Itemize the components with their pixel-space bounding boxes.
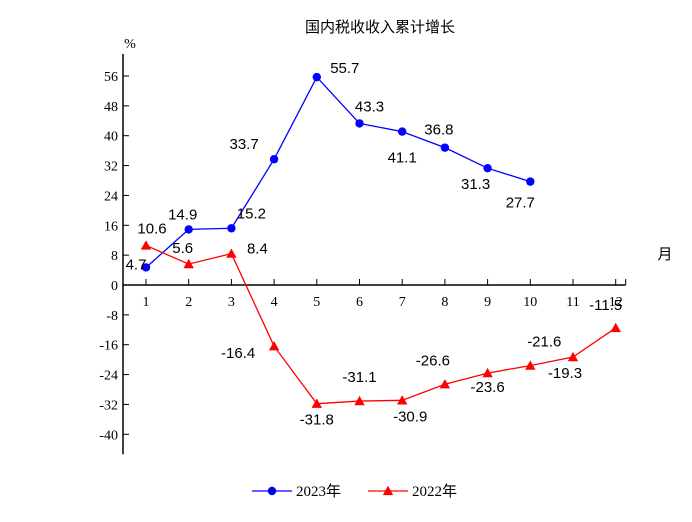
- data-point: [227, 224, 236, 233]
- data-point: [355, 119, 364, 128]
- y-tick-label: 8: [111, 249, 118, 264]
- data-point: [610, 322, 621, 333]
- x-tick-label: 8: [441, 295, 448, 310]
- data-label: -26.6: [416, 352, 450, 369]
- data-point: [397, 395, 408, 405]
- x-tick-label: 11: [566, 295, 579, 310]
- y-tick-label: -24: [99, 369, 118, 384]
- x-tick-label: 9: [484, 295, 491, 310]
- legend: 2023年 2022年: [252, 483, 457, 500]
- series-layer: 4.7 14.9 15.2 33.7 55.7 43.3 41.1 36.8 31.3 27.7 1…: [126, 60, 623, 429]
- y-tick-label: 32: [104, 160, 118, 175]
- legend-marker: [382, 485, 394, 496]
- data-point: [311, 398, 322, 408]
- data-point: [140, 240, 152, 250]
- legend-label: 2023年: [296, 483, 341, 500]
- data-point: [526, 177, 535, 186]
- data-label: 10.6: [137, 220, 166, 237]
- data-point: [183, 258, 194, 269]
- data-point: [268, 341, 280, 351]
- data-point: [525, 360, 536, 370]
- data-label: 33.7: [229, 136, 258, 153]
- series-line: [145, 244, 617, 405]
- data-label: 14.9: [168, 206, 197, 223]
- data-point: [141, 263, 151, 272]
- data-label: 31.3: [461, 176, 490, 193]
- legend-marker: [267, 486, 277, 496]
- data-point: [439, 379, 451, 389]
- y-tick-label: -32: [99, 398, 118, 413]
- data-label: 4.7: [126, 256, 147, 273]
- legend-label: 2022年: [412, 483, 457, 500]
- data-label: -31.1: [342, 369, 376, 386]
- legend-item: 2022年: [368, 483, 457, 500]
- data-point: [269, 155, 279, 164]
- data-point: [354, 395, 365, 406]
- data-label: -30.9: [393, 408, 427, 425]
- x-tick-label: 10: [523, 295, 537, 310]
- data-label: 27.7: [506, 195, 535, 212]
- y-axis-unit: %: [124, 37, 136, 52]
- data-label: 36.8: [424, 122, 453, 139]
- y-tick-label: -8: [106, 309, 118, 324]
- x-tick-label: 5: [313, 295, 320, 310]
- y-tick-label: -40: [99, 428, 118, 443]
- data-point: [398, 127, 407, 136]
- data-label: 43.3: [355, 98, 384, 115]
- x-tick-label: 6: [356, 295, 363, 310]
- y-tick-label: 16: [104, 219, 118, 234]
- x-tick-label: 2: [185, 295, 192, 310]
- y-tick-label: -16: [99, 339, 118, 354]
- chart-title: 国内税收收入累计增长: [305, 19, 455, 36]
- x-axis-unit: 月: [657, 247, 672, 263]
- data-point: [184, 225, 193, 234]
- data-point: [440, 143, 450, 152]
- legend-item: 2023年: [252, 483, 341, 500]
- series-2023年: 4.7 14.9 15.2 33.7 55.7 43.3 41.1 36.8 31.3 27.7: [126, 60, 535, 273]
- x-tick-label: 4: [271, 295, 278, 310]
- x-tick-label: 12: [609, 295, 623, 310]
- data-label: 15.2: [237, 205, 266, 222]
- x-tick-label: 1: [143, 295, 150, 310]
- data-label: 5.6: [172, 240, 193, 257]
- data-label: -19.3: [548, 365, 582, 382]
- y-tick-label: 56: [104, 70, 118, 85]
- series-2022年: 10.6 5.6 8.4 -16.4 -31.8 -31.1 -30.9 -26.6 -23.6…: [137, 220, 622, 428]
- data-point: [567, 351, 579, 362]
- data-point: [482, 367, 493, 378]
- x-tick-label: 3: [228, 295, 235, 310]
- data-label: -31.8: [300, 412, 334, 429]
- y-tick-label: 0: [111, 279, 118, 294]
- x-tick-label: 7: [399, 295, 406, 310]
- y-tick-label: 24: [104, 189, 118, 204]
- data-label: -23.6: [470, 379, 504, 396]
- data-point: [226, 248, 237, 258]
- series-line: [145, 75, 531, 268]
- y-tick-label: 40: [104, 130, 118, 145]
- data-point: [312, 72, 321, 82]
- data-label: 41.1: [388, 150, 417, 167]
- data-label: -21.6: [527, 334, 561, 351]
- y-tick-label: 48: [104, 100, 118, 115]
- data-label: -11.5: [589, 297, 622, 314]
- data-point: [483, 163, 492, 173]
- data-label: 8.4: [247, 241, 268, 258]
- data-label: 55.7: [330, 60, 359, 77]
- data-label: -16.4: [221, 345, 255, 362]
